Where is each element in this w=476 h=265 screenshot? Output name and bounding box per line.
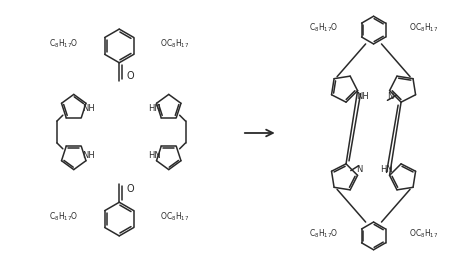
Text: $\mathsf{C_8H_{17}O}$: $\mathsf{C_8H_{17}O}$ <box>308 22 338 34</box>
Text: $\mathsf{OC_8H_{17}}$: $\mathsf{OC_8H_{17}}$ <box>409 228 438 240</box>
Text: N: N <box>387 92 393 101</box>
Text: NH: NH <box>82 151 94 160</box>
Text: $\mathsf{OC_8H_{17}}$: $\mathsf{OC_8H_{17}}$ <box>409 22 438 34</box>
Text: $\mathsf{C_8H_{17}O}$: $\mathsf{C_8H_{17}O}$ <box>50 211 79 223</box>
Text: HN: HN <box>381 165 393 174</box>
Text: $\mathsf{OC_8H_{17}}$: $\mathsf{OC_8H_{17}}$ <box>160 38 189 50</box>
Text: HN: HN <box>148 104 161 113</box>
Text: N: N <box>356 165 362 174</box>
Text: O: O <box>126 184 134 195</box>
Text: $\mathsf{C_8H_{17}O}$: $\mathsf{C_8H_{17}O}$ <box>308 228 338 240</box>
Text: NH: NH <box>356 92 368 101</box>
Text: HN: HN <box>148 151 161 160</box>
Text: O: O <box>126 70 134 81</box>
Text: $\mathsf{C_8H_{17}O}$: $\mathsf{C_8H_{17}O}$ <box>50 38 79 50</box>
Text: NH: NH <box>82 104 94 113</box>
Text: $\mathsf{OC_8H_{17}}$: $\mathsf{OC_8H_{17}}$ <box>160 211 189 223</box>
